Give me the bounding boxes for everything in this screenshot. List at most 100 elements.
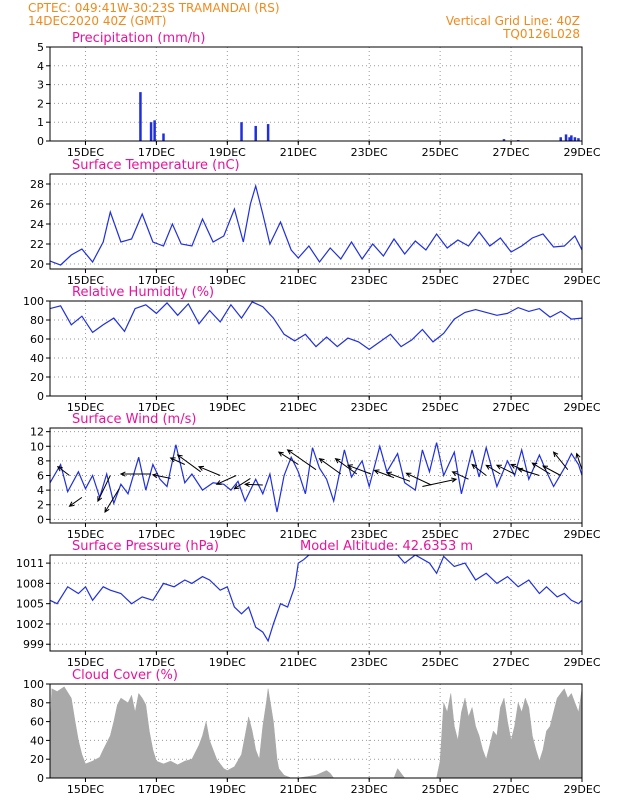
precipitation-xtick-label: 21DEC [280, 146, 317, 159]
pressure-xtick-label: 21DEC [280, 656, 317, 669]
precipitation-ytick-label: 3 [37, 79, 44, 92]
humidity-series-line [50, 301, 582, 351]
precipitation-xtick-label: 23DEC [351, 146, 388, 159]
humidity-ytick-label: 60 [30, 333, 44, 346]
wind-arrow [176, 454, 201, 473]
precipitation-bar [559, 137, 562, 141]
humidity-frame [49, 300, 583, 397]
wind-ytick-label: 12 [30, 426, 44, 439]
wind-arrow [405, 472, 432, 486]
wind-panel: Surface Wind (m/s) 15DEC 17DEC 19DEC 21DEC 23… [30, 412, 601, 541]
humidity-xtick-label: 17DEC [138, 401, 175, 414]
wind-arrow [119, 471, 152, 477]
wind-frame [49, 427, 583, 524]
cloud-cover-xtick-label: 23DEC [351, 783, 388, 796]
cloud-cover-ytick-label: 80 [30, 697, 44, 710]
wind-arrow [97, 475, 111, 503]
humidity-title: Relative Humidity (%) [72, 285, 214, 300]
humidity-xtick-label: 15DEC [67, 401, 104, 414]
wind-xtick-label: 17DEC [138, 528, 175, 541]
precipitation-frame [49, 46, 583, 142]
wind-arrow [277, 451, 299, 465]
cloud-cover-title: Cloud Cover (%) [72, 668, 178, 683]
cloud-cover-ytick-label: 20 [30, 753, 44, 766]
wind-arrow [471, 463, 487, 476]
wind-arrow [243, 481, 263, 488]
temperature-xtick-label: 25DEC [422, 274, 459, 287]
temperature-xtick-label: 15DEC [67, 274, 104, 287]
precipitation-bar [568, 137, 571, 141]
precipitation-panel: Precipitation (mm/h) 15DEC 17DEC 19DEC 21DEC… [37, 31, 601, 159]
pressure-series-line [50, 555, 582, 643]
wind-arrow [552, 451, 569, 471]
wind-arrow [485, 464, 501, 475]
wind-xtick-label: 25DEC [422, 528, 459, 541]
precipitation-ytick-label: 4 [37, 60, 44, 73]
pressure-annotation: Model Altitude: 42.6353 m [300, 539, 473, 554]
precipitation-bar [577, 138, 580, 141]
wind-arrow [334, 458, 358, 475]
temperature-ytick-label: 20 [30, 258, 44, 271]
pressure-title: Surface Pressure (hPa) [72, 539, 219, 554]
wind-arrow [151, 473, 171, 479]
temperature-xtick-label: 29DEC [563, 274, 600, 287]
pressure-ytick-label: 1011 [16, 557, 44, 570]
pressure-ytick-label: 999 [23, 638, 44, 651]
precipitation-bar [570, 135, 573, 141]
wind-arrow [451, 471, 469, 480]
temperature-panel: Surface Temperature (nC) 15DEC 17DEC 19DEC 2… [30, 158, 601, 287]
cloud-cover-ytick-label: 60 [30, 716, 44, 729]
wind-arrow [575, 452, 582, 470]
wind-xtick-label: 29DEC [563, 528, 600, 541]
wind-xtick-label: 15DEC [67, 528, 104, 541]
header-location: CPTEC: 049:41W-30:23S TRAMANDAI (RS) [28, 1, 280, 15]
temperature-xtick-label: 17DEC [138, 274, 175, 287]
precipitation-ytick-label: 1 [37, 116, 44, 129]
wind-xtick-label: 21DEC [280, 528, 317, 541]
humidity-xtick-label: 29DEC [563, 401, 600, 414]
precipitation-bar [266, 124, 270, 141]
temperature-ytick-label: 22 [30, 238, 44, 251]
wind-arrow [385, 471, 411, 482]
precipitation-bar [153, 120, 156, 141]
cloud-cover-xtick-label: 15DEC [67, 783, 104, 796]
temperature-ytick-label: 28 [30, 178, 44, 191]
wind-ytick-label: 10 [30, 440, 44, 453]
wind-arrow [373, 469, 395, 479]
precipitation-bar [254, 125, 257, 141]
wind-arrow [56, 466, 70, 476]
wind-ytick-label: 8 [37, 455, 44, 468]
wind-arrow [169, 457, 186, 465]
precipitation-bar [502, 139, 506, 141]
cloud-cover-xtick-label: 21DEC [280, 783, 317, 796]
wind-ytick-label: 4 [37, 484, 44, 497]
wind-arrow [422, 477, 458, 487]
precipitation-bar [573, 137, 577, 141]
cloud-cover-xtick-label: 17DEC [138, 783, 175, 796]
header: CPTEC: 049:41W-30:23S TRAMANDAI (RS) 14D… [28, 1, 580, 41]
temperature-series-line [50, 183, 582, 266]
wind-series-line [50, 442, 582, 513]
cloud-cover-xtick-label: 25DEC [422, 783, 459, 796]
pressure-xtick-label: 23DEC [351, 656, 388, 669]
humidity-xtick-label: 25DEC [422, 401, 459, 414]
temperature-ytick-label: 24 [30, 218, 44, 231]
humidity-xtick-label: 21DEC [280, 401, 317, 414]
wind-arrow [346, 464, 372, 475]
temperature-ytick-label: 26 [30, 198, 44, 211]
pressure-ytick-label: 1008 [16, 577, 44, 590]
humidity-ytick-label: 40 [30, 352, 44, 365]
wind-arrow [531, 462, 551, 475]
temperature-xtick-label: 19DEC [209, 274, 246, 287]
precipitation-bar [162, 133, 165, 141]
humidity-ytick-label: 0 [37, 390, 44, 403]
wind-arrow [215, 475, 237, 485]
pressure-ytick-label: 1002 [16, 618, 44, 631]
wind-arrow [104, 488, 120, 513]
wind-arrow [286, 449, 317, 471]
wind-xtick-label: 23DEC [351, 528, 388, 541]
temperature-xtick-label: 23DEC [351, 274, 388, 287]
cloud-cover-ytick-label: 0 [37, 772, 44, 785]
cloud-cover-xtick-label: 29DEC [563, 783, 600, 796]
